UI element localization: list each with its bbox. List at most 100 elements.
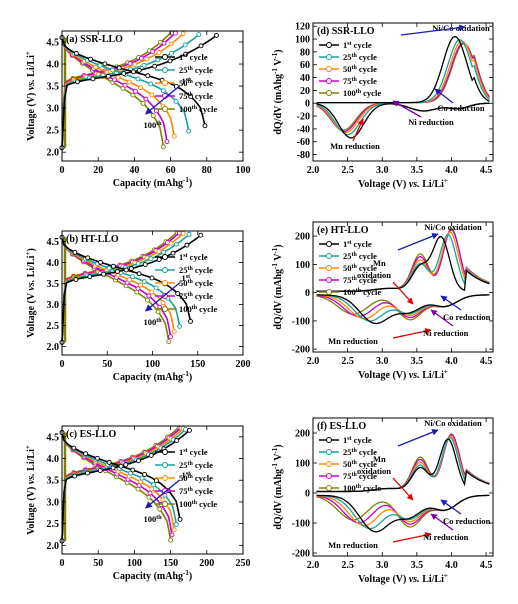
data-point (186, 128, 192, 134)
data-point (184, 242, 190, 248)
data-point (83, 451, 89, 457)
annotation-mn-ox-1: Mn (373, 258, 386, 268)
mn-red-arrow (392, 328, 432, 339)
annotation-last: 100th (144, 317, 163, 327)
data-point (72, 249, 78, 255)
annotation-ni-reduction: Ni reduction (423, 532, 469, 542)
legend-marker (162, 449, 168, 455)
legend-label: 1st cycle (179, 52, 208, 62)
y-tick-label: 2.0 (47, 342, 60, 353)
charge-curve-2 (61, 233, 190, 343)
data-point (110, 67, 116, 73)
data-point (85, 255, 91, 261)
legend-label: 100th cycle (179, 304, 217, 314)
data-point (188, 318, 193, 324)
discharge-dqdv-1 (316, 102, 490, 139)
legend-label: 100th cycle (343, 287, 381, 297)
panel-title: (c) ES-LLO (66, 429, 117, 440)
annotation-last: 100th (144, 514, 163, 524)
data-point (85, 470, 90, 476)
legend-label: 100th cycle (343, 88, 381, 98)
data-point (140, 100, 146, 106)
charge-dqdv-1 (316, 35, 490, 104)
legend-marker (326, 277, 332, 283)
x-tick-label: 80 (202, 165, 212, 176)
data-point (126, 277, 132, 283)
x-tick-label: 100 (236, 165, 251, 176)
legend-label: 75th cycle (343, 76, 377, 86)
legend-label: 50th cycle (179, 78, 213, 88)
x-tick-label: 50 (102, 359, 112, 370)
legend-label: 25th cycle (343, 52, 377, 62)
data-point (155, 57, 161, 63)
y-tick-label: 3.0 (47, 300, 60, 311)
data-point (118, 463, 124, 469)
x-tick-label: 2.5 (341, 165, 354, 176)
data-point (155, 309, 161, 315)
panel-title: (b) HT-LLO (66, 234, 119, 245)
x-tick-label: 4.0 (445, 560, 458, 571)
data-point (97, 62, 103, 68)
data-point (161, 40, 167, 46)
data-point (105, 73, 111, 79)
y-axis-label: Voltage (V vs. Li/Li+) (24, 248, 37, 338)
x-axis-label: Voltage (V) vs. Li/Li+ (358, 572, 448, 585)
ni-arrow (430, 309, 454, 327)
data-point (171, 527, 177, 533)
data-point (172, 30, 178, 36)
legend-label: 1st cycle (343, 239, 372, 249)
data-point (157, 506, 163, 512)
data-point (73, 277, 79, 282)
x-tick-label: 2.0 (307, 165, 320, 176)
mn-red-arrow (392, 532, 432, 543)
y-tick-label: 4.5 (47, 38, 60, 49)
legend-label: 1st cycle (343, 40, 372, 50)
panel-title: (d) SSR-LLO (317, 26, 375, 37)
data-point (141, 279, 147, 284)
panel-title: (a) SSR-LLO (66, 34, 123, 45)
data-point (153, 285, 159, 291)
y-tick-label: -200 (292, 345, 310, 356)
data-point (156, 257, 162, 262)
annotation-co-reduction: Co reduction (443, 516, 491, 526)
panel-title: (f) ES-LLO (317, 421, 366, 432)
data-point (173, 98, 179, 104)
legend-marker (326, 78, 332, 84)
x-tick-label: 0 (60, 165, 65, 176)
legend-label: 1st cycle (179, 447, 208, 457)
annotation-first: 1st (182, 76, 191, 86)
chart-b: 0 50 100 150 200 2.0 2.5 3.0 3.5 4.0 4.5 (b) HT-LLO… (24, 230, 251, 383)
legend-label: 25th cycle (179, 265, 213, 275)
legend-marker (162, 501, 168, 507)
data-point (188, 94, 194, 100)
data-point (120, 85, 126, 91)
y-tick-label: 120 (295, 22, 310, 33)
x-tick-label: 4.0 (445, 356, 458, 367)
data-point (156, 249, 162, 254)
data-point (183, 427, 188, 432)
data-point (143, 96, 149, 102)
x-tick-label: 50 (93, 558, 103, 569)
y-tick-label: 100 (295, 260, 310, 271)
chart-f: 2.0 2.5 3.0 3.5 4.0 4.5 -200 -100 0 100 200 (f) ES-… (271, 417, 494, 585)
data-point (175, 291, 181, 296)
y-tick-label: 3.5 (47, 476, 60, 487)
y-tick-label: 40 (300, 73, 310, 84)
oxidation-arrow (397, 429, 439, 447)
x-tick-label: 20 (93, 165, 103, 176)
data-point (97, 468, 103, 474)
x-tick-label: 3.0 (376, 165, 389, 176)
data-point (160, 88, 166, 94)
data-point (198, 43, 204, 49)
x-tick-label: 0 (60, 359, 65, 370)
y-tick-label: -80 (297, 150, 310, 161)
x-axis-label: Capacity (mAhg-1) (113, 176, 192, 189)
y-tick-label: 3.0 (47, 104, 60, 115)
y-tick-label: 200 (295, 232, 310, 243)
legend-label: 100th cycle (179, 104, 217, 114)
data-point (177, 323, 183, 329)
data-point (87, 274, 93, 280)
x-tick-label: 100 (145, 359, 160, 370)
data-point (168, 537, 174, 543)
data-point (115, 269, 120, 275)
